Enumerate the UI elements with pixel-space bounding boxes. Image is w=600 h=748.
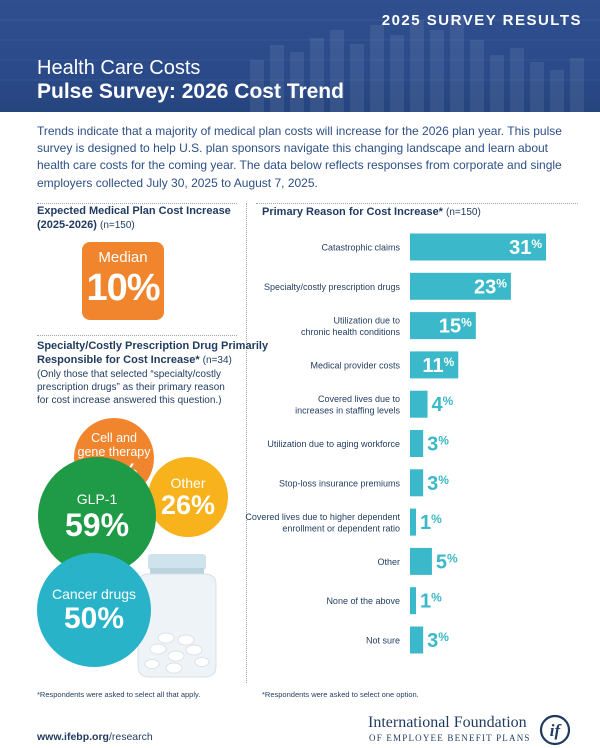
median-title-line1: Expected Medical Plan Cost Increase	[37, 205, 231, 217]
bar-value-label: 31%	[509, 237, 542, 259]
bar-category-label: Medical provider costs	[310, 360, 400, 370]
footer-url-path: /research	[108, 731, 153, 743]
logo-mark-text: if	[550, 721, 563, 740]
bar-value-label: 15%	[439, 316, 472, 338]
header-banner: 2025 SURVEY RESULTS Health Care Costs Pu…	[0, 0, 600, 112]
drug-section-note: (Only those that selected “specialty/cos…	[37, 368, 225, 407]
bar-category-label: enrollment or dependent ratio	[282, 523, 400, 533]
bar	[410, 626, 424, 654]
bar-value-label: 3%	[427, 434, 449, 456]
primary-reason-bar-chart: Catastrophic claims 31% Specialty/costly p…	[245, 233, 546, 654]
bar-value-label: 3%	[427, 630, 449, 652]
drug-title-line2: Responsible for Cost Increase*	[37, 354, 200, 366]
bar-category-label: Utilization due to aging workforce	[267, 439, 400, 449]
chart-title: Primary Reason for Cost Increase*	[262, 206, 443, 218]
drug-note-line3: for cost increase answered this question…	[37, 395, 222, 406]
logo-org-name: International Foundation	[368, 714, 527, 731]
bubble-cancer-drugs: Cancer drugs 50%	[37, 553, 151, 667]
drug-section-title: Specialty/Costly Prescription Drug Prima…	[37, 339, 268, 368]
drug-n: (n=34)	[202, 355, 232, 366]
median-title-line2: (2025-2026)	[37, 219, 97, 231]
drug-note-line1: (Only those that selected “specialty/cos…	[37, 369, 221, 380]
page-title-line1: Health Care Costs	[37, 57, 201, 79]
bar-value-label: 11%	[422, 355, 454, 377]
left-mid-rule	[37, 335, 237, 336]
ifebp-logo: International Foundation OF EMPLOYEE BEN…	[368, 714, 578, 746]
footer-url-domain: www.ifebp.org	[37, 731, 109, 743]
median-section-title: Expected Medical Plan Cost Increase (202…	[37, 204, 231, 233]
bubble-cell-label-2: gene therapy	[77, 445, 151, 459]
bar-category-label: Covered lives due to higher dependent	[245, 512, 400, 522]
median-value: 10%	[86, 267, 160, 309]
bar-category-label: Covered lives due to	[318, 394, 400, 404]
bar	[410, 430, 424, 457]
bar-value-label: 23%	[474, 276, 507, 298]
bubble-glp1-label: GLP-1	[76, 490, 118, 507]
bubble-other-value: 26%	[160, 489, 216, 520]
bar-category-label: Utilization due to	[333, 315, 400, 325]
survey-label: SURVEY RESULTS	[426, 12, 582, 29]
pill-jar-illustration	[137, 554, 217, 678]
median-n: (n=150)	[100, 220, 135, 231]
bar-category-label: Specialty/costly prescription drugs	[264, 282, 401, 292]
bar-category-label: Other	[377, 557, 400, 567]
bubble-other-label: Other	[170, 474, 206, 491]
bar	[410, 547, 432, 575]
chart-footnote: *Respondents were asked to select one op…	[262, 690, 419, 699]
if-logo-mark: if	[539, 714, 571, 746]
bar-category-label: chronic health conditions	[301, 327, 401, 337]
drug-title-line1: Specialty/Costly Prescription Drug Prima…	[37, 340, 269, 352]
left-top-rule	[37, 203, 237, 204]
intro-paragraph: Trends indicate that a majority of medic…	[37, 124, 562, 190]
survey-year: 2025	[381, 12, 422, 29]
bar-category-label: None of the above	[326, 596, 400, 606]
bubble-cancer-value: 50%	[63, 601, 125, 635]
bar	[410, 272, 511, 300]
bar-category-label: Stop-loss insurance premiums	[279, 478, 401, 488]
bar	[410, 312, 476, 340]
right-top-rule	[256, 203, 578, 204]
bar-value-label: 4%	[432, 394, 454, 416]
bubble-glp1-value: 59%	[64, 506, 130, 543]
bubble-other: Other 26%	[148, 457, 228, 537]
bar	[410, 587, 416, 615]
chart-n: (n=150)	[446, 207, 481, 218]
bar-category-label: Not sure	[366, 636, 400, 646]
bar	[410, 508, 416, 536]
bar-value-label: 5%	[436, 551, 458, 573]
page-title-line2: Pulse Survey: 2026 Cost Trend	[37, 80, 344, 103]
bar-value-label: 3%	[427, 473, 449, 495]
bar	[410, 351, 459, 379]
median-box: Median 10%	[82, 242, 164, 320]
footer-url[interactable]: www.ifebp.org/research	[37, 731, 153, 743]
bar-category-label: Catastrophic claims	[321, 243, 400, 253]
bubble-glp1: GLP-1 59%	[38, 457, 156, 575]
bar	[410, 233, 546, 261]
header-bar-graphic	[0, 15, 600, 112]
bar	[410, 469, 424, 497]
logo-org-subtitle: OF EMPLOYEE BENEFIT PLANS	[369, 733, 531, 743]
drug-note-line2: prescription drugs” as their primary rea…	[37, 382, 225, 393]
bar-value-label: 1%	[420, 591, 442, 613]
drug-footnote: *Respondents were asked to select all th…	[37, 690, 201, 699]
bar	[410, 390, 428, 418]
median-label: Median	[98, 249, 148, 266]
bubble-cell-label-1: Cell and	[91, 431, 137, 445]
bar-category-label: increases in staffing levels	[295, 405, 400, 415]
bubble-cancer-label: Cancer drugs	[51, 585, 137, 602]
survey-results-label: 2025 SURVEY RESULTS	[382, 12, 582, 29]
chart-title-wrap: Primary Reason for Cost Increase* (n=150…	[262, 205, 481, 220]
column-divider	[246, 203, 247, 683]
bar-value-label: 1%	[420, 512, 442, 534]
